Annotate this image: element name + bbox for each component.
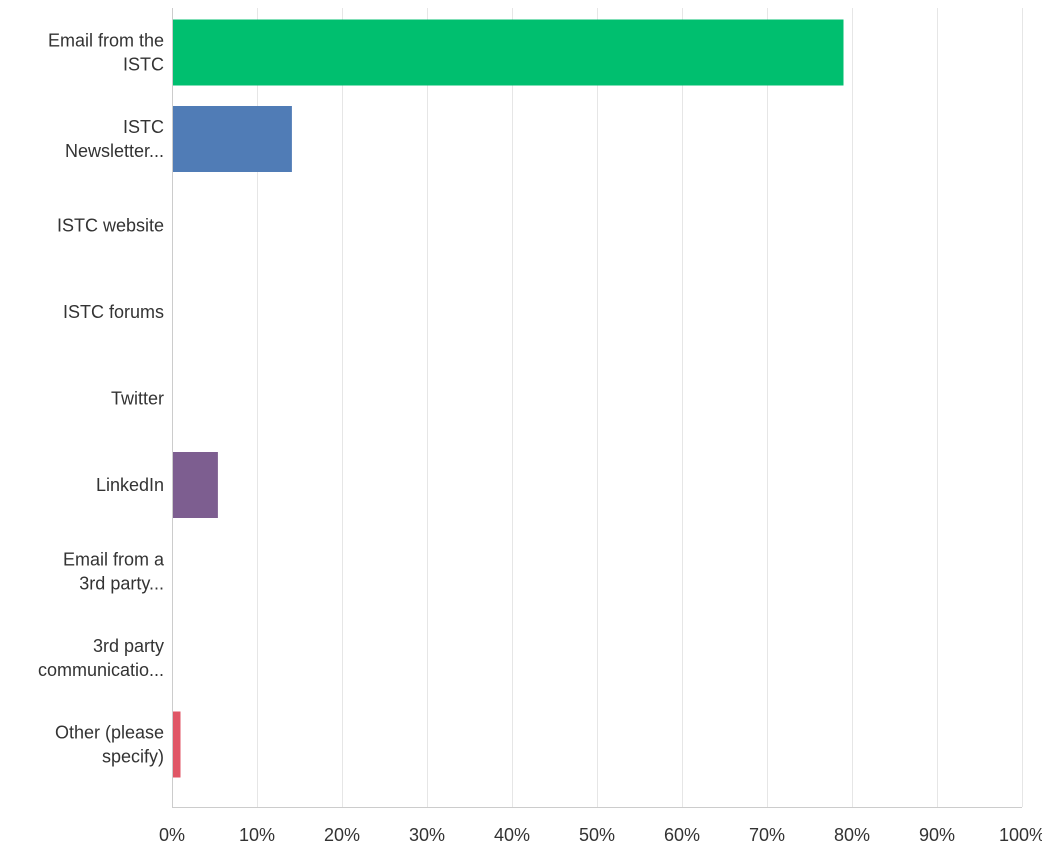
x-tick-label: 40% <box>494 825 530 845</box>
x-axis-tick-labels: 0% 10% 20% 30% 40% 50% 60% 70% 80% 90% 100% <box>159 825 1042 845</box>
category-label: ISTC <box>123 55 164 75</box>
bar[interactable] <box>172 711 181 778</box>
x-tick-label: 70% <box>749 825 785 845</box>
bars-group <box>172 19 844 778</box>
category-label: ISTC <box>123 117 164 137</box>
category-label: specify) <box>102 747 164 767</box>
category-labels: Email from the ISTC ISTC Newsletter... ISTC … <box>38 31 165 767</box>
x-tick-label: 0% <box>159 825 185 845</box>
category-label: Email from the <box>48 31 164 51</box>
x-tick-label: 50% <box>579 825 615 845</box>
x-tick-label: 30% <box>409 825 445 845</box>
bar[interactable] <box>172 452 218 518</box>
category-label: LinkedIn <box>96 475 164 495</box>
category-label: communicatio... <box>38 660 164 680</box>
x-tick-label: 90% <box>919 825 955 845</box>
bar[interactable] <box>172 19 844 86</box>
x-tick-label: 10% <box>239 825 275 845</box>
x-tick-label: 80% <box>834 825 870 845</box>
category-label: Other (please <box>55 723 164 743</box>
category-label: Twitter <box>111 389 164 409</box>
grid-lines <box>257 8 1023 807</box>
x-tick-label: 100% <box>999 825 1042 845</box>
x-tick-label: 60% <box>664 825 700 845</box>
category-label: ISTC website <box>57 216 164 236</box>
category-label: Email from a <box>63 550 165 570</box>
category-label: ISTC forums <box>63 302 164 322</box>
category-label: 3rd party <box>93 636 164 656</box>
category-label: 3rd party... <box>79 574 164 594</box>
bar[interactable] <box>172 106 292 172</box>
category-label: Newsletter... <box>65 141 164 161</box>
x-tick-label: 20% <box>324 825 360 845</box>
